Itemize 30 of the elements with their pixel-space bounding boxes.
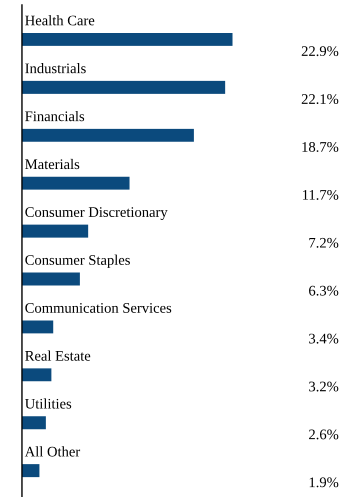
bar	[22, 368, 52, 382]
bar	[22, 320, 54, 334]
data-label: 22.9%	[302, 46, 338, 56]
bar	[22, 32, 233, 46]
bar	[22, 416, 46, 430]
bar	[22, 128, 194, 142]
data-label: 7.2%	[309, 238, 338, 248]
data-label: 11.7%	[302, 190, 338, 200]
data-label: 22.1%	[302, 94, 338, 104]
y-tick-label: Consumer Discretionary	[25, 207, 168, 220]
data-label: 3.2%	[309, 382, 338, 392]
bar	[22, 224, 88, 238]
data-label: 6.3%	[309, 286, 338, 296]
y-tick-label: All Other	[24, 446, 80, 457]
y-tick-label: Utilities	[25, 398, 72, 409]
y-tick-label: Communication Services	[25, 303, 172, 313]
y-tick-label: Real Estate	[25, 350, 90, 361]
data-label: 3.4%	[309, 334, 338, 344]
data-label: 1.9%	[310, 477, 338, 488]
bar	[22, 464, 40, 478]
y-tick-label: Financials	[25, 110, 84, 122]
y-tick-label: Health Care	[25, 15, 94, 26]
y-tick-label: Industrials	[25, 63, 86, 74]
data-label: 18.7%	[302, 142, 338, 152]
bar	[22, 272, 80, 286]
y-tick-label: Consumer Staples	[25, 254, 130, 268]
bar	[22, 176, 130, 190]
bar	[22, 80, 226, 94]
y-tick-label: Materials	[25, 158, 80, 170]
data-label: 2.6%	[309, 429, 338, 440]
